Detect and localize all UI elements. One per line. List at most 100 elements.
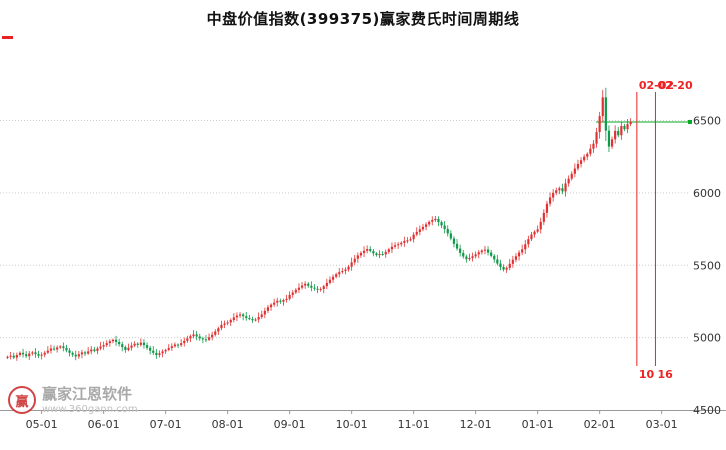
candle-body <box>108 341 111 344</box>
candle-body <box>155 352 158 355</box>
candle-body <box>521 249 524 253</box>
candle-body <box>71 352 74 355</box>
candle-body <box>56 347 59 350</box>
fib-time-cycle-lines: 02-02 10 02-20 16 <box>636 79 693 381</box>
candle-body <box>43 352 46 355</box>
candle-body <box>524 244 527 250</box>
candle-body <box>338 272 341 275</box>
candle-body <box>276 300 279 303</box>
candle-body <box>530 234 533 240</box>
candle-body <box>25 354 28 357</box>
candle-body <box>446 229 449 234</box>
candle-body <box>403 240 406 243</box>
candle-body <box>189 336 192 339</box>
top-left-red-marker <box>2 36 13 39</box>
candle-body <box>118 341 121 345</box>
candle-body <box>576 163 580 169</box>
time-cycle-count-label: 10 <box>639 368 655 381</box>
candle-body <box>232 317 235 320</box>
candle-body <box>480 250 483 253</box>
candle-body <box>195 334 198 337</box>
candle-body <box>610 139 614 147</box>
candle-body <box>263 310 266 315</box>
candle-body <box>235 315 239 318</box>
candle-body <box>46 350 49 353</box>
candle-body <box>313 287 316 289</box>
candle-body <box>80 352 84 355</box>
candle-body <box>201 338 204 340</box>
x-axis-label: 05-01 <box>26 418 58 431</box>
candle-body <box>400 242 403 245</box>
candle-body <box>260 314 263 318</box>
candle-body <box>21 352 25 355</box>
candle-body <box>102 345 105 347</box>
candle-body <box>161 351 164 354</box>
candle-body <box>40 354 43 356</box>
candle-body <box>136 343 139 345</box>
candle-body <box>607 130 611 147</box>
candle-body <box>149 347 152 351</box>
candle-body <box>186 338 189 341</box>
candle-body <box>251 319 254 321</box>
candle-body <box>350 262 353 267</box>
candle-body <box>592 143 595 149</box>
candle-body <box>443 225 446 230</box>
candle-body <box>77 354 80 357</box>
candle-body <box>533 231 536 235</box>
candle-body <box>620 126 623 136</box>
candle-body <box>180 343 183 346</box>
candle-body <box>362 250 366 253</box>
candle-body <box>424 224 428 227</box>
candle-body <box>341 271 344 273</box>
candle-body <box>353 258 356 263</box>
candle-body <box>173 344 177 347</box>
candle-body <box>325 282 328 287</box>
candle-body <box>93 349 96 351</box>
y-axis-label: 5000 <box>693 332 721 345</box>
candle-body <box>573 168 576 174</box>
candle-body <box>99 346 102 349</box>
brand-logo-char: 赢 <box>15 394 29 410</box>
candle-body <box>294 289 297 293</box>
candle-body <box>356 255 359 259</box>
candle-body <box>431 220 434 222</box>
candle-body <box>217 328 220 332</box>
candle-body <box>130 345 133 348</box>
x-axis-label: 09-01 <box>274 418 306 431</box>
candle-body <box>508 263 511 268</box>
x-axis: 05-01 06-01 07-01 08-01 09-01 10-01 11-01 12-01… <box>0 410 726 431</box>
candle-body <box>34 352 37 355</box>
candle-body <box>214 331 217 335</box>
candle-body <box>207 337 211 340</box>
candle-body <box>583 156 586 161</box>
candle-body <box>474 254 477 257</box>
candle-body <box>49 348 53 351</box>
candle-body <box>477 252 480 255</box>
x-axis-label: 02-01 <box>584 418 616 431</box>
candle-body <box>496 259 499 264</box>
candle-body <box>124 347 127 350</box>
candle-body <box>514 256 518 260</box>
candle-body <box>145 345 149 348</box>
candle-body <box>242 314 245 317</box>
candle-body <box>285 298 288 300</box>
candle-body <box>604 97 607 131</box>
candle-body <box>397 244 400 246</box>
time-cycle-date-label: 02-02 <box>639 79 674 92</box>
candle-body <box>316 288 319 290</box>
x-axis-label: 10-01 <box>336 418 368 431</box>
candle-body <box>517 252 521 257</box>
candle-body <box>542 212 545 222</box>
x-axis-label: 12-01 <box>460 418 492 431</box>
candle-body <box>158 353 161 355</box>
y-axis: 6500 6000 5500 5000 4500 <box>693 115 721 418</box>
candle-body <box>300 285 304 288</box>
candle-body <box>415 231 418 235</box>
candle-body <box>548 197 552 204</box>
candle-body <box>273 302 276 305</box>
candle-body <box>245 316 248 319</box>
candle-body <box>449 233 452 239</box>
candle-body <box>139 342 142 345</box>
candle-body <box>555 190 558 193</box>
